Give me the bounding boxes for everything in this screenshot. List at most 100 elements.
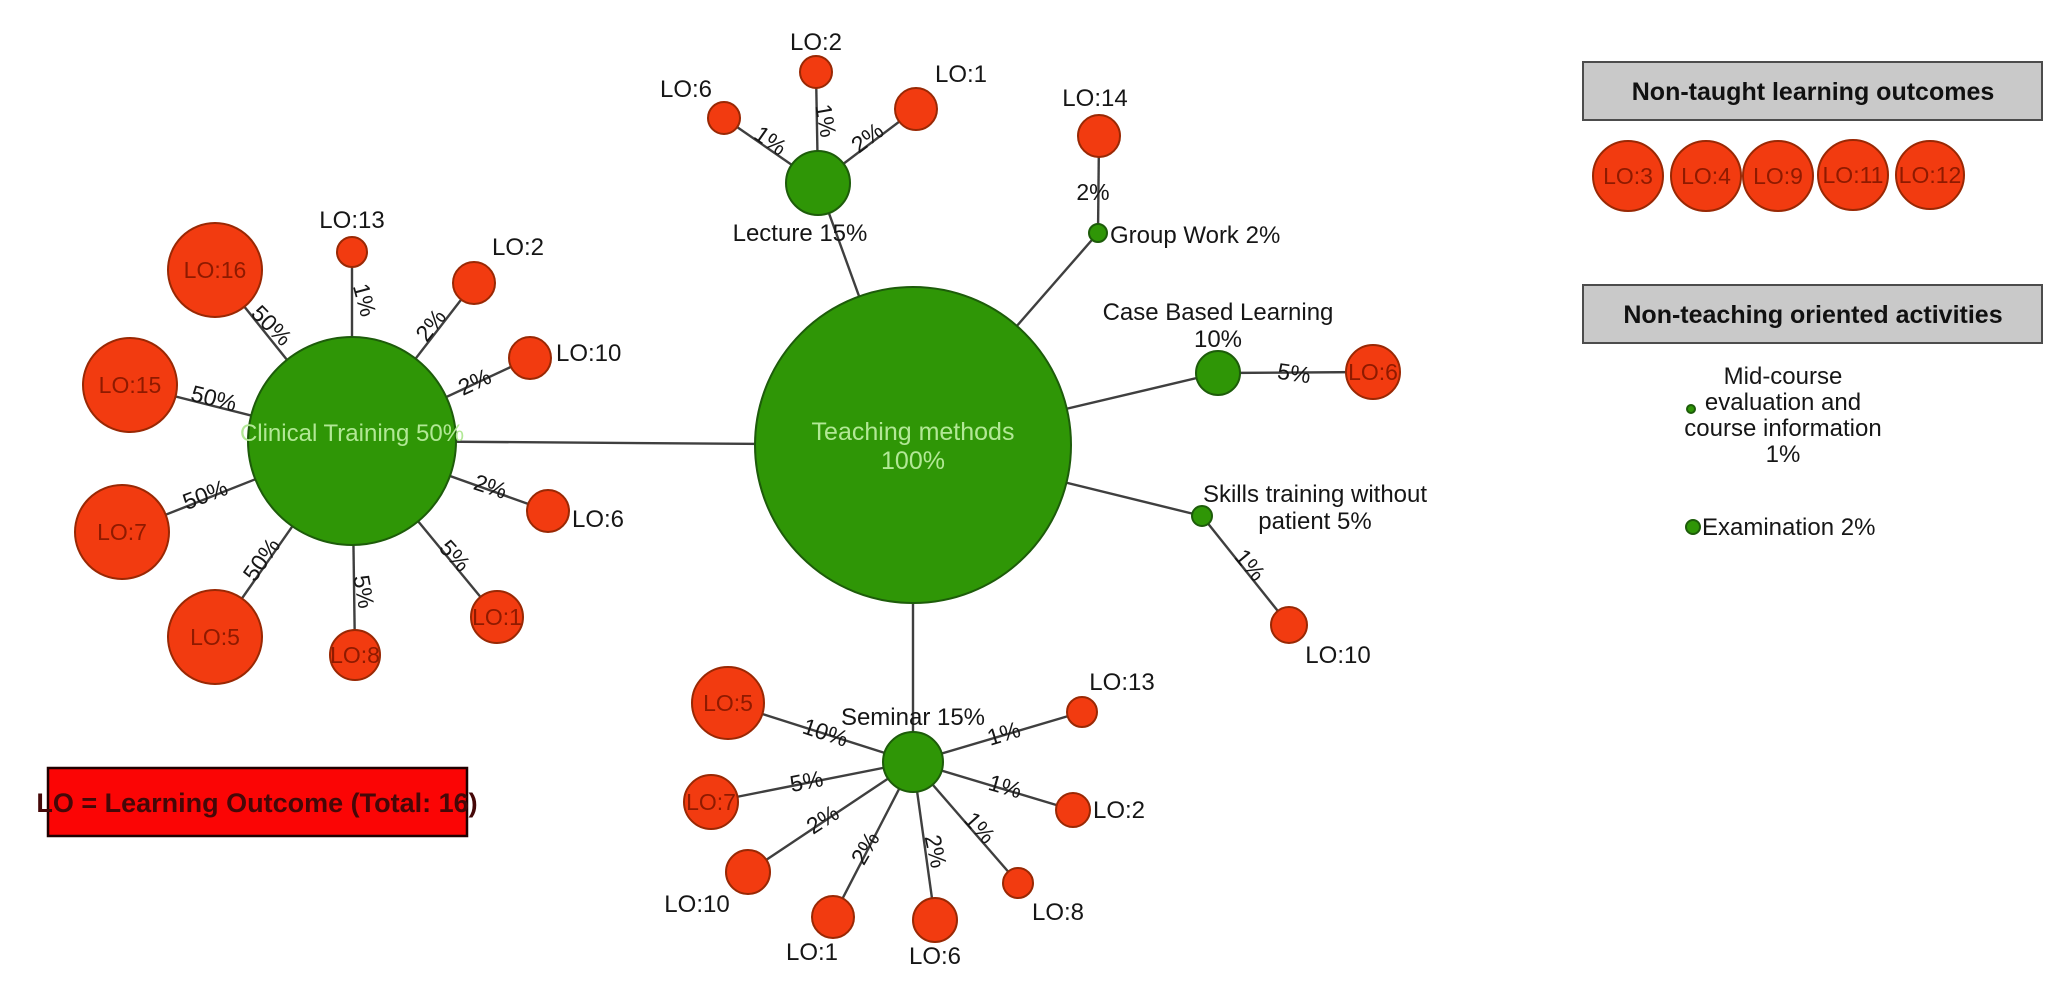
seminar-sat-lo10-label: LO:10: [664, 891, 729, 918]
case-based-node: [1195, 350, 1241, 396]
clinical-sat-lo5-circle: [167, 589, 263, 685]
seminar-sat-lo5-label: LO:5: [703, 690, 753, 716]
lecture-sat-lo1-label: LO:1: [935, 61, 987, 88]
non-taught-header-box: [1582, 61, 2043, 121]
seminar-sat-lo13-circle: [1066, 696, 1098, 728]
clinical-sat-lo8-circle: [329, 629, 381, 681]
clinical-sat-lo2-pct: 2%: [410, 304, 451, 346]
midcourse-node: [1686, 404, 1696, 414]
non-teaching-header-box: [1582, 284, 2043, 344]
case-based-label-line2: 10%: [1194, 326, 1242, 353]
non-taught-header-title: Non-taught learning outcomes: [1632, 78, 1995, 106]
edge-seminar-lo7: [710, 760, 914, 804]
teaching-methods-node: [754, 286, 1072, 604]
group-work-label: Group Work 2%: [1110, 222, 1280, 249]
lecture-sat-lo1-pct: 2%: [846, 117, 888, 158]
seminar-label: Seminar 15%: [841, 704, 985, 731]
lecture-sat-lo2-circle: [799, 55, 833, 89]
clinical-sat-lo7-circle: [74, 484, 170, 580]
nontaught-lo4-label: LO:4: [1681, 163, 1731, 189]
clinical-sat-lo8-pct: 5%: [348, 573, 379, 610]
nontaught-lo3-circle: [1592, 140, 1664, 212]
seminar-sat-lo1-label: LO:1: [786, 939, 838, 966]
clinical-sat-lo7-label: LO:7: [97, 519, 147, 545]
casebased-sat-lo6-circle: [1345, 344, 1401, 400]
edge-skills-lo10: [1201, 515, 1290, 626]
legend-box: [46, 766, 469, 838]
clinical-sat-lo10-label: LO:10: [556, 340, 621, 367]
clinical-sat-lo13-label: LO:13: [319, 207, 384, 234]
lecture-sat-lo1-circle: [894, 87, 938, 131]
group-work-node: [1088, 223, 1108, 243]
seminar-sat-lo6-circle: [912, 897, 958, 943]
casebased-sat-lo6-label: LO:6: [1348, 359, 1398, 385]
skills-sat-lo10-label: LO:10: [1305, 642, 1370, 669]
clinical-sat-lo16-label: LO:16: [184, 257, 247, 283]
seminar-sat-lo10-circle: [725, 849, 771, 895]
examination-node: [1685, 519, 1701, 535]
seminar-sat-lo8-pct: 1%: [959, 807, 1001, 849]
clinical-sat-lo15-pct: 50%: [188, 380, 239, 416]
seminar-sat-lo6-label: LO:6: [909, 943, 961, 970]
clinical-sat-lo2-circle: [452, 261, 496, 305]
clinical-sat-lo6-circle: [526, 489, 570, 533]
casebased-sat-lo6-pct: 5%: [1276, 358, 1313, 388]
lecture-sat-lo6-circle: [707, 101, 741, 135]
examination-label: Examination 2%: [1702, 514, 1875, 541]
teaching-methods-label-line1: Teaching methods: [812, 418, 1015, 446]
seminar-sat-lo8-circle: [1002, 867, 1034, 899]
seminar-sat-lo7-circle: [683, 774, 739, 830]
seminar-sat-lo2-label: LO:2: [1093, 797, 1145, 824]
clinical-sat-lo10-pct: 2%: [454, 363, 495, 401]
clinical-sat-lo8-label: LO:8: [330, 642, 380, 668]
groupwork-sat-lo14-pct: 2%: [1076, 179, 1109, 205]
lecture-sat-lo2-pct: 1%: [810, 102, 841, 139]
skills-label-line2: patient 5%: [1258, 508, 1371, 535]
midcourse-label-line1: Mid-course: [1724, 363, 1843, 390]
lecture-sat-lo6-pct: 1%: [750, 120, 792, 160]
nontaught-lo11-label: LO:11: [1823, 162, 1884, 188]
non-teaching-header-title: Non-teaching oriented activities: [1623, 301, 2002, 329]
groupwork-sat-lo14-label: LO:14: [1062, 85, 1127, 112]
skills-sat-lo10-pct: 1%: [1229, 544, 1270, 586]
seminar-sat-lo1-circle: [811, 895, 855, 939]
clinical-sat-lo10-circle: [508, 336, 552, 380]
nontaught-lo9-label: LO:9: [1753, 163, 1803, 189]
clinical-training-node: [247, 336, 457, 546]
clinical-sat-lo16-circle: [167, 222, 263, 318]
seminar-sat-lo7-label: LO:7: [686, 789, 736, 815]
seminar-sat-lo7-pct: 5%: [788, 765, 826, 797]
nontaught-lo11-circle: [1817, 139, 1889, 211]
clinical-sat-lo7-pct: 50%: [179, 474, 231, 515]
clinical-sat-lo1-label: LO:1: [472, 604, 522, 630]
clinical-training-label: Clinical Training 50%: [240, 420, 464, 447]
clinical-sat-lo2-label: LO:2: [492, 234, 544, 261]
seminar-sat-lo5-circle: [691, 666, 765, 740]
clinical-sat-lo16-pct: 50%: [246, 300, 297, 351]
lecture-sat-lo2-label: LO:2: [790, 29, 842, 56]
nontaught-lo12-circle: [1895, 140, 1965, 210]
seminar-sat-lo6-pct: 2%: [920, 832, 952, 870]
lecture-node: [785, 150, 851, 216]
seminar-sat-lo8-label: LO:8: [1032, 899, 1084, 926]
seminar-sat-lo2-circle: [1055, 792, 1091, 828]
case-based-label-line1: Case Based Learning: [1103, 299, 1334, 326]
midcourse-label-line4: 1%: [1766, 441, 1801, 468]
nontaught-lo9-circle: [1742, 140, 1814, 212]
lecture-label: Lecture 15%: [733, 220, 868, 247]
clinical-sat-lo1-pct: 5%: [434, 535, 476, 577]
teaching-methods-label-line2: 100%: [881, 447, 945, 475]
midcourse-label-line3: course information: [1684, 415, 1881, 442]
seminar-sat-lo13-label: LO:13: [1089, 669, 1154, 696]
skills-sat-lo10-circle: [1270, 606, 1308, 644]
groupwork-sat-lo14-circle: [1077, 114, 1121, 158]
legend-text: LO = Learning Outcome (Total: 16): [36, 788, 477, 818]
midcourse-label-line2: evaluation and: [1705, 389, 1861, 416]
clinical-sat-lo15-label: LO:15: [99, 372, 162, 398]
clinical-sat-lo1-circle: [470, 590, 524, 644]
clinical-sat-lo13-circle: [336, 236, 368, 268]
skills-label-line1: Skills training without: [1203, 481, 1427, 508]
nontaught-lo3-label: LO:3: [1603, 163, 1653, 189]
